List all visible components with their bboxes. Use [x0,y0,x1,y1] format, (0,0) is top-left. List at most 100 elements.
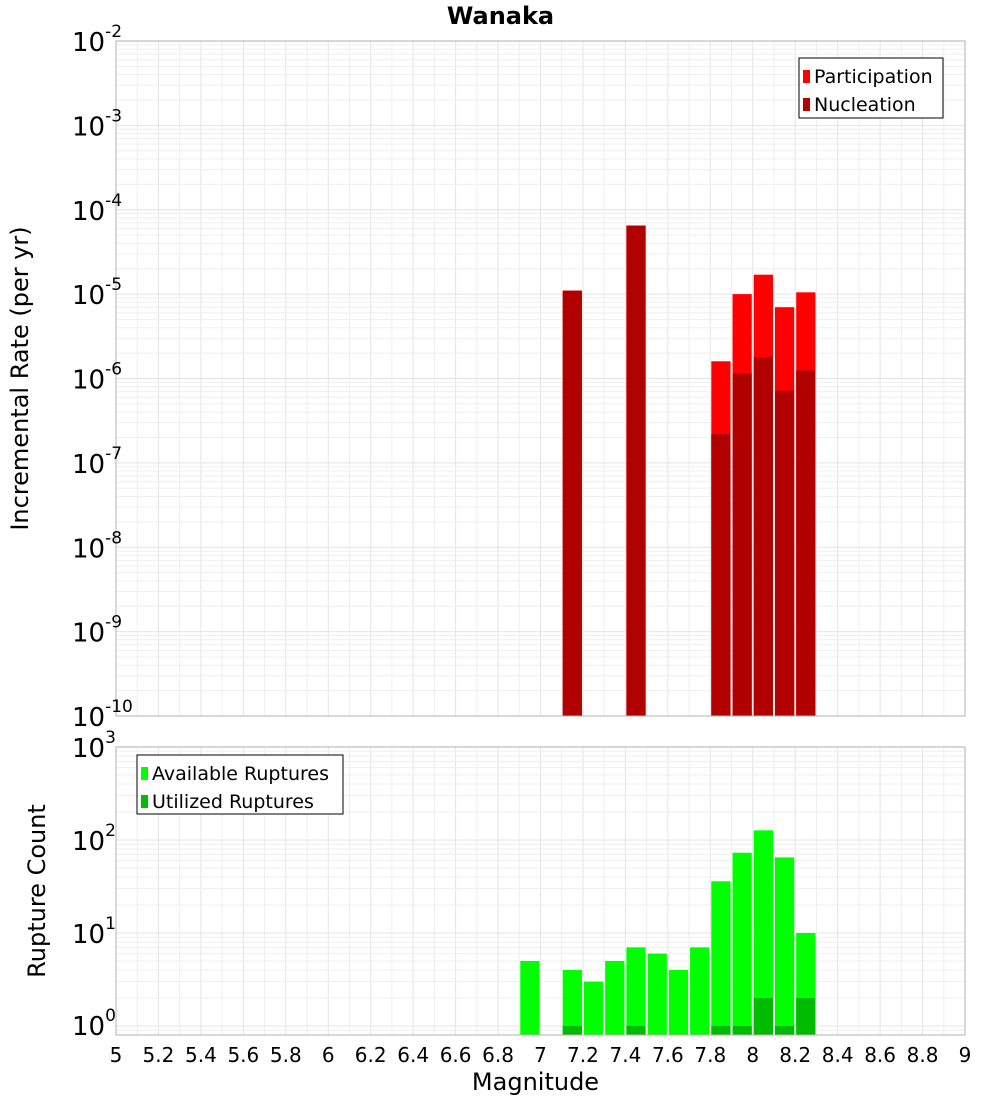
legend-rate-label: Participation [814,66,933,88]
bar-count-panel-utilized-ruptures-6 [796,997,816,1035]
x-tick-label: 7.6 [652,1043,684,1067]
y-tick-label: 101 [72,914,116,950]
y-axis-title-count-panel: Rupture Count [23,804,51,978]
x-tick-label: 8.2 [779,1043,811,1067]
bar-count-panel-utilized-ruptures-0 [562,1025,582,1035]
y-tick-exponent: 1 [105,914,116,934]
bar-count-panel-utilized-ruptures-3 [732,1025,752,1035]
y-tick-base: 10 [72,28,105,58]
bar-rate-panel-nucleation-4 [753,356,773,716]
y-tick-exponent: 2 [105,821,116,841]
x-tick-label: 6 [322,1043,335,1067]
bar-count-panel-available-ruptures-3 [605,960,625,1035]
y-tick-label: 10-9 [72,613,122,649]
y-tick-label: 100 [72,1006,116,1042]
bar-count-panel-utilized-ruptures-1 [626,1025,646,1035]
y-tick-base: 10 [72,920,105,950]
y-tick-exponent: -3 [105,106,122,126]
y-tick-exponent: -6 [105,360,122,380]
bar-count-panel-available-ruptures-6 [668,969,689,1035]
legend-rate-swatch [803,98,810,111]
y-tick-base: 10 [72,619,105,649]
legend-rate-box [798,57,944,119]
y-tick-base: 10 [72,366,105,396]
x-tick-label: 8.4 [822,1043,854,1067]
x-tick-label: 5.2 [143,1043,175,1067]
y-tick-label: 10-7 [72,444,122,480]
legend-count-swatch [141,767,148,780]
x-tick-label: 5.4 [185,1043,217,1067]
legend-count-label: Utilized Ruptures [152,791,314,813]
y-tick-base: 10 [72,112,105,142]
chart-title: Wanaka [447,2,554,30]
x-tick-label: 9 [959,1043,972,1067]
bar-rate-panel-nucleation-3 [732,373,752,716]
y-tick-base: 10 [72,534,105,564]
y-tick-base: 10 [72,703,105,733]
bar-count-panel-available-ruptures-10 [753,830,773,1035]
x-tick-label: 7 [534,1043,547,1067]
y-tick-exponent: -4 [105,191,122,211]
y-tick-base: 10 [72,197,105,227]
y-tick-label: 10-6 [72,360,122,396]
legend-count-box [136,754,344,815]
bar-rate-panel-nucleation-5 [774,390,795,716]
x-tick-label: 6.6 [440,1043,472,1067]
bar-count-panel-available-ruptures-9 [732,852,752,1035]
y-tick-base: 10 [72,1012,105,1042]
y-tick-exponent: -10 [105,697,133,717]
x-tick-label: 5 [110,1043,123,1067]
y-tick-label: 10-5 [72,275,122,311]
legend-count-label: Available Ruptures [152,763,329,785]
bar-count-panel-available-ruptures-7 [690,947,710,1035]
bar-count-panel-utilized-ruptures-2 [711,1025,731,1035]
bar-count-panel-available-ruptures-4 [626,947,646,1035]
labels-layer: 10-210-310-410-510-610-710-810-910-10Inc… [6,2,971,1096]
x-axis-title: Magnitude [472,1068,599,1096]
bar-rate-panel-nucleation-2 [711,433,731,716]
bar-rate-panel-nucleation-6 [796,370,816,716]
y-tick-base: 10 [72,450,105,480]
y-tick-exponent: 0 [105,1006,116,1026]
x-tick-label: 6.2 [355,1043,387,1067]
y-tick-label: 10-4 [72,191,122,227]
y-tick-exponent: -9 [105,613,122,633]
frame-layer [115,40,966,1036]
x-tick-label: 6.4 [397,1043,429,1067]
x-tick-label: 5.8 [270,1043,302,1067]
y-tick-label: 10-3 [72,106,122,142]
bars-layer [520,225,816,1035]
bar-rate-panel-nucleation-0 [562,290,582,716]
y-tick-label: 10-8 [72,528,122,564]
y-tick-exponent: -7 [105,444,122,464]
x-tick-label: 7.4 [609,1043,641,1067]
x-tick-label: 8 [746,1043,759,1067]
x-tick-label: 6.8 [482,1043,514,1067]
bar-count-panel-available-ruptures-8 [711,881,731,1035]
y-tick-label: 102 [72,821,116,857]
x-tick-label: 8.6 [864,1043,896,1067]
bar-count-panel-utilized-ruptures-4 [753,997,773,1035]
grid-layer [115,40,966,1036]
x-tick-label: 7.2 [567,1043,599,1067]
y-tick-label: 103 [72,728,116,764]
y-tick-exponent: -8 [105,528,122,548]
legend-rate-label: Nucleation [814,94,916,116]
x-tick-label: 8.8 [907,1043,939,1067]
bar-count-panel-available-ruptures-11 [774,857,795,1035]
bar-count-panel-utilized-ruptures-5 [774,1025,795,1035]
bar-count-panel-available-ruptures-0 [520,960,540,1035]
legend-count-swatch [141,795,148,808]
y-tick-exponent: 3 [105,728,116,748]
y-axis-title-rate-panel: Incremental Rate (per yr) [6,226,34,530]
y-tick-label: 10-10 [72,697,133,733]
y-tick-base: 10 [72,734,105,764]
bar-count-panel-available-ruptures-2 [583,981,604,1035]
y-tick-exponent: -5 [105,275,122,295]
legend-layer: Participation Nucleation Available Rupture… [136,57,944,815]
legend-rate-swatch [803,70,810,83]
bar-count-panel-available-ruptures-5 [647,953,667,1035]
x-tick-label: 5.6 [227,1043,259,1067]
